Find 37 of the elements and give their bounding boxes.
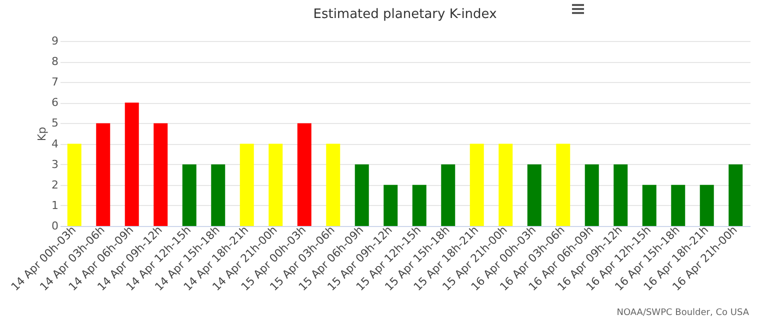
bar bbox=[412, 184, 426, 226]
bar bbox=[326, 144, 340, 226]
bar bbox=[700, 184, 714, 226]
bar bbox=[470, 144, 484, 226]
bar bbox=[96, 123, 110, 226]
bar bbox=[728, 164, 743, 226]
bar bbox=[211, 164, 226, 226]
bar bbox=[354, 164, 369, 226]
bar bbox=[384, 184, 398, 226]
y-axis-title: Kp bbox=[36, 126, 48, 142]
chart-title: Estimated planetary K-index bbox=[313, 7, 498, 22]
bar bbox=[498, 144, 513, 226]
bar bbox=[124, 102, 139, 226]
text: NOAA/SWPC Boulder, Co USA bbox=[616, 308, 749, 318]
bar bbox=[240, 144, 254, 226]
y-tick-label: 8 bbox=[52, 55, 58, 68]
y-tick-label: 7 bbox=[52, 76, 58, 89]
y-tick-label: 1 bbox=[52, 198, 58, 212]
y-tick-label: 3 bbox=[52, 158, 58, 171]
bar bbox=[614, 164, 628, 226]
bar bbox=[154, 123, 168, 226]
y-tick-label: 2 bbox=[52, 178, 58, 192]
y-tick-label: 4 bbox=[52, 137, 58, 150]
bar bbox=[297, 123, 312, 226]
y-tick-label: 0 bbox=[52, 220, 58, 232]
bar bbox=[441, 164, 456, 226]
y-tick-label: 9 bbox=[52, 34, 58, 48]
bar bbox=[642, 184, 656, 226]
bar bbox=[527, 164, 542, 226]
bar bbox=[268, 144, 283, 226]
y-tick-label: 5 bbox=[52, 116, 58, 130]
bar bbox=[556, 144, 570, 226]
bar bbox=[182, 164, 196, 226]
bar bbox=[671, 184, 686, 226]
bar bbox=[584, 164, 599, 226]
y-tick-label: 6 bbox=[52, 96, 58, 110]
bar bbox=[67, 144, 82, 226]
